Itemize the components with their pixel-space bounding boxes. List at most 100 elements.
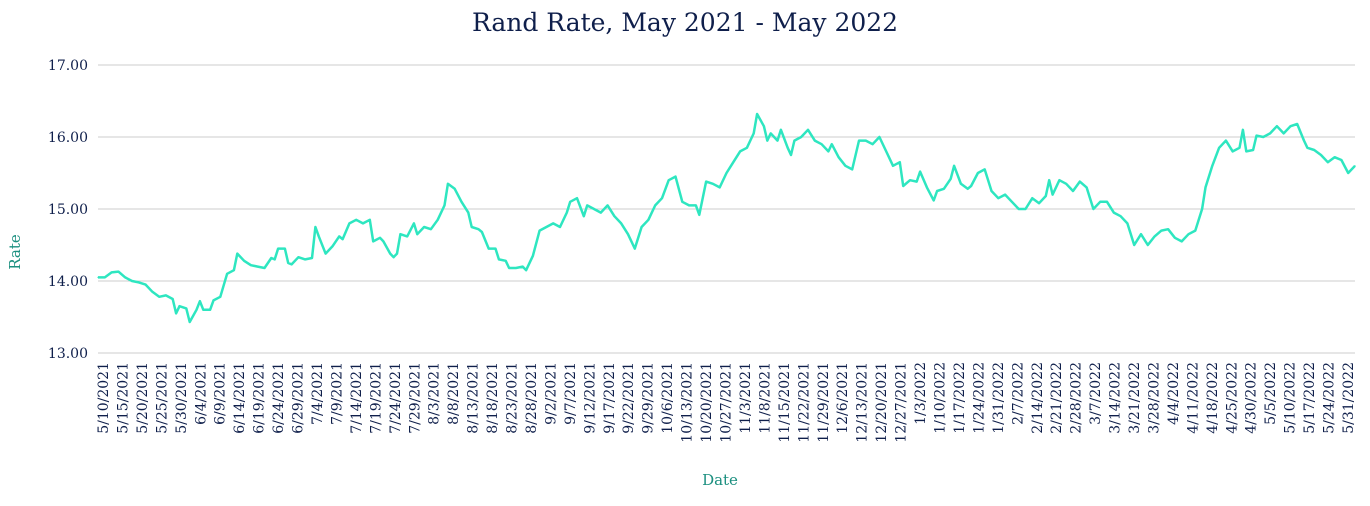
data-point (416, 233, 418, 235)
x-tick-label: 4/11/2022 (1185, 362, 1201, 434)
data-point (389, 253, 391, 255)
data-point (838, 156, 840, 158)
data-point (878, 136, 881, 138)
data-point (872, 143, 874, 145)
data-point (1024, 208, 1027, 210)
data-point (508, 267, 510, 269)
data-point (865, 140, 867, 142)
data-point (338, 235, 340, 237)
data-point (753, 132, 755, 134)
data-point (814, 140, 816, 142)
data-point (705, 181, 707, 183)
x-tick-label: 5/30/2021 (174, 362, 190, 434)
data-point (698, 214, 700, 216)
data-point (454, 188, 456, 190)
x-tick-label: 2/7/2022 (1010, 362, 1026, 425)
data-point (1052, 194, 1054, 196)
data-point (926, 186, 928, 188)
data-point (997, 197, 999, 199)
data-point (481, 231, 483, 233)
y-tick-label: 13.00 (48, 346, 88, 362)
data-point (902, 185, 904, 187)
x-tick-label: 11/15/2021 (777, 362, 793, 443)
x-tick-label: 12/27/2021 (894, 362, 910, 443)
x-tick-label: 3/28/2022 (1147, 362, 1163, 434)
data-point (569, 201, 571, 203)
data-point (145, 284, 147, 286)
data-point (396, 253, 398, 255)
x-tick-label: 8/3/2021 (427, 362, 443, 425)
x-tick-label: 5/24/2022 (1322, 362, 1338, 434)
data-point (674, 176, 677, 178)
data-point (488, 248, 490, 250)
data-point (413, 222, 415, 224)
data-point (1289, 125, 1292, 127)
x-tick-label: 1/10/2022 (933, 362, 949, 434)
data-point (250, 264, 252, 266)
x-tick-label: 11/8/2021 (757, 362, 773, 434)
data-point (1276, 125, 1278, 127)
x-tick-label: 1/31/2022 (991, 362, 1007, 434)
data-point (1174, 237, 1176, 239)
x-tick-label: 12/13/2021 (855, 362, 871, 443)
data-point (807, 129, 809, 131)
x-tick-label: 9/17/2021 (602, 362, 618, 434)
data-point (1204, 186, 1207, 188)
data-point (236, 253, 238, 255)
data-point (984, 168, 986, 170)
x-tick-label: 5/20/2021 (135, 362, 151, 434)
data-point (1245, 150, 1247, 152)
data-point (399, 233, 401, 235)
data-point (800, 136, 802, 138)
data-point (821, 143, 823, 145)
data-point (1004, 194, 1006, 196)
y-tick-label: 14.00 (48, 274, 88, 290)
x-tick-label: 10/6/2021 (660, 362, 676, 434)
data-point (627, 233, 629, 235)
data-point (780, 129, 782, 131)
data-point (892, 165, 894, 167)
data-point (1218, 147, 1220, 149)
data-point (362, 222, 364, 224)
x-tick-label: 4/18/2022 (1205, 362, 1221, 434)
data-point (1187, 233, 1190, 235)
x-tick-label: 10/27/2021 (719, 362, 735, 443)
data-point (1072, 190, 1074, 192)
data-point (1120, 215, 1122, 217)
data-point (634, 248, 636, 250)
data-point (960, 183, 962, 185)
data-point (719, 186, 721, 188)
data-point (831, 143, 833, 145)
data-point (284, 248, 286, 250)
data-point (1283, 132, 1285, 134)
x-tick-label: 7/9/2021 (329, 362, 345, 425)
data-point (1242, 129, 1244, 131)
x-tick-label: 6/9/2021 (213, 362, 229, 425)
data-point (471, 226, 473, 228)
data-point (1167, 228, 1169, 230)
data-point (1340, 159, 1342, 161)
data-point (291, 263, 293, 265)
data-point (1079, 181, 1081, 183)
data-point (325, 253, 327, 255)
data-point (175, 312, 177, 314)
data-point (739, 150, 741, 152)
x-tick-label: 6/4/2021 (193, 362, 209, 425)
data-point (111, 271, 113, 273)
data-point (195, 309, 198, 311)
x-tick-label: 3/21/2022 (1127, 362, 1143, 434)
data-point (559, 226, 561, 228)
data-point (447, 183, 449, 185)
data-point (515, 267, 517, 269)
rate-series-line (98, 112, 1356, 324)
data-point (97, 276, 99, 278)
x-tick-label: 4/25/2022 (1224, 362, 1240, 434)
y-tick-label: 15.00 (48, 202, 88, 218)
data-point (647, 219, 650, 221)
data-point (1269, 132, 1271, 134)
data-point (1065, 183, 1067, 185)
x-tick-label: 2/14/2022 (1030, 362, 1046, 434)
data-point (977, 172, 979, 174)
data-point (1255, 135, 1258, 137)
